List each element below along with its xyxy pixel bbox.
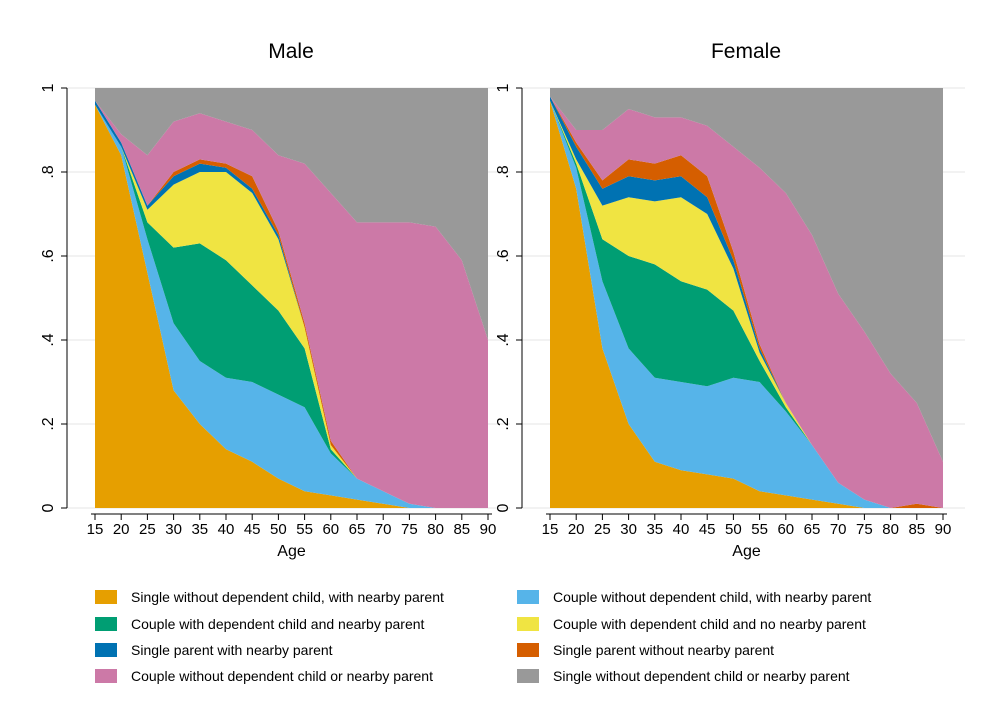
area-series-3 [550,100,943,508]
y-tick-label-3: .6 [40,249,57,262]
panel-title: Male [268,40,314,63]
y-tick-label-4: .8 [495,165,512,178]
legend: Single without dependent child, with nea… [95,588,935,693]
legend-item-5: Single parent without nearby parent [517,641,774,659]
legend-item-1: Couple without dependent child, with nea… [517,588,871,606]
x-tick-label-15: 90 [480,521,497,538]
x-tick-label-8: 55 [751,521,768,538]
area-series-3 [95,104,488,509]
y-tick-label-2: .4 [495,333,512,346]
x-tick-label-1: 20 [113,521,130,538]
y-tick-label-1: .2 [40,417,57,430]
y-tick-label-3: .6 [495,249,512,262]
x-tick-label-0: 15 [542,521,559,538]
panel-male: Male 0 .2 .4 .6 .8 1 15 20 25 30 35 40 45 50 55 60 65 70 75… [40,40,510,560]
x-tick-label-3: 30 [620,521,637,538]
legend-item-0: Single without dependent child, with nea… [95,588,444,606]
x-tick-label-12: 75 [401,521,418,538]
legend-swatch-1 [517,590,539,604]
x-tick-label-13: 80 [882,521,899,538]
x-tick-label-6: 45 [244,521,261,538]
area-series-2 [550,100,943,508]
x-tick-label-9: 60 [322,521,339,538]
legend-label-2: Couple with dependent child and nearby p… [131,616,425,632]
panel-title: Female [711,40,781,63]
legend-label-3: Couple with dependent child and no nearb… [553,616,866,632]
x-axis-label: Age [732,543,761,560]
x-tick-label-13: 80 [427,521,444,538]
x-tick-label-14: 85 [453,521,470,538]
legend-label-5: Single parent without nearby parent [553,642,775,658]
area-series-0 [550,100,943,508]
area-series-4 [550,96,943,509]
x-tick-label-9: 60 [777,521,794,538]
legend-label-7: Single without dependent child or nearby… [553,668,850,684]
x-axis-label: Age [277,543,306,560]
x-tick-label-4: 35 [646,521,663,538]
x-tick-label-8: 55 [296,521,313,538]
legend-item-4: Single parent with nearby parent [95,641,333,659]
x-tick-label-2: 25 [139,521,156,538]
legend-item-7: Single without dependent child or nearby… [517,667,850,685]
area-series-6 [95,100,488,508]
y-tick-label-5: 1 [495,83,512,92]
x-tick-label-1: 20 [568,521,585,538]
area-series-2 [95,104,488,509]
area-series-6 [550,96,943,509]
legend-swatch-4 [95,643,117,657]
legend-swatch-7 [517,669,539,683]
legend-swatch-0 [95,590,117,604]
legend-item-6: Couple without dependent child or nearby… [95,667,433,685]
x-tick-label-11: 70 [375,521,392,538]
legend-label-1: Couple without dependent child, with nea… [553,589,872,605]
legend-swatch-2 [95,617,117,631]
y-tick-label-1: .2 [495,417,512,430]
x-tick-label-0: 15 [87,521,104,538]
y-tick-label-2: .4 [40,333,57,346]
legend-label-4: Single parent with nearby parent [131,642,333,658]
panel-female: Female 0 .2 .4 .6 .8 1 15 20 25 30 35 40 45 50 55 60 65 70… [495,40,965,560]
x-tick-label-7: 50 [270,521,287,538]
x-tick-label-14: 85 [908,521,925,538]
x-tick-label-5: 40 [673,521,690,538]
x-tick-label-11: 70 [830,521,847,538]
area-series-1 [550,100,943,508]
y-tick-label-0: 0 [40,503,57,512]
area-series-7 [95,88,488,340]
area-series-1 [95,104,488,509]
x-tick-label-10: 65 [804,521,821,538]
legend-label-0: Single without dependent child, with nea… [131,589,444,605]
area-series-7 [550,88,943,462]
y-tick-label-5: 1 [40,83,57,92]
legend-swatch-6 [95,669,117,683]
y-tick-label-0: 0 [495,503,512,512]
area-series-5 [550,96,943,509]
x-tick-label-15: 90 [935,521,952,538]
legend-swatch-5 [517,643,539,657]
y-tick-label-4: .8 [40,165,57,178]
x-tick-label-7: 50 [725,521,742,538]
x-tick-label-5: 40 [218,521,235,538]
x-tick-label-10: 65 [349,521,366,538]
x-tick-label-6: 45 [699,521,716,538]
area-series-0 [95,104,488,509]
legend-item-3: Couple with dependent child and no nearb… [517,615,866,633]
legend-item-2: Couple with dependent child and nearby p… [95,615,424,633]
x-tick-label-3: 30 [165,521,182,538]
x-tick-label-4: 35 [191,521,208,538]
x-tick-label-12: 75 [856,521,873,538]
x-tick-label-2: 25 [594,521,611,538]
legend-label-6: Couple without dependent child or nearby… [131,668,433,684]
legend-swatch-3 [517,617,539,631]
